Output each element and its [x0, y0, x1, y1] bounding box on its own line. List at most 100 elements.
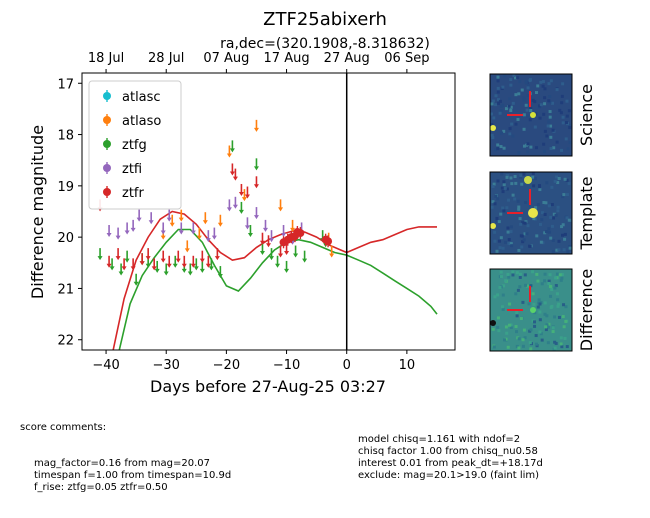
x-tick-label: −20: [213, 358, 240, 373]
source-marker: [528, 208, 538, 218]
legend-entry-atlaso: atlaso: [103, 114, 161, 129]
ztfi-upper-limit: [262, 219, 268, 232]
ztfg-upper-limit: [199, 260, 205, 273]
ztfg-upper-limit: [269, 248, 275, 261]
atlaso-upper-limit: [253, 119, 259, 132]
ztfr-upper-limit: [244, 186, 250, 199]
model-comment-line: interest 0.01 from peak_dt=+18.17d: [358, 458, 543, 469]
legend-label: atlaso: [122, 114, 161, 129]
ztfi-upper-limit: [244, 217, 250, 230]
ztfg-upper-limit: [133, 273, 139, 286]
ztfg-model-curve: [118, 228, 438, 350]
ztfr-upper-limit: [190, 255, 196, 268]
score-comment-line: mag_factor=0.16 from mag=20.07: [34, 458, 211, 469]
model-comment-line: exclude: mag=20.1>19.0 (faint lim): [358, 470, 540, 481]
ztfr-upper-limit: [130, 258, 136, 271]
ztfg-upper-limit: [118, 263, 124, 276]
thumbnail-label: Science: [577, 84, 596, 146]
ztfi-upper-limit: [211, 227, 217, 240]
thumbnail-frame: [489, 171, 573, 255]
chart-subtitle: ra,dec=(320.1908,-8.318632): [220, 36, 430, 52]
y-tick-label: 18: [57, 129, 74, 144]
field-star: [490, 223, 496, 229]
ztfg-upper-limit: [275, 255, 281, 268]
ztfr-model-curve: [112, 210, 437, 350]
ztfi-upper-limit: [226, 199, 232, 212]
ztfi-upper-limit: [281, 225, 287, 238]
ztfr-upper-limit: [145, 248, 151, 261]
ztfg-upper-limit: [124, 250, 130, 263]
model-comment-line: model chisq=1.161 with ndof=2: [358, 434, 521, 445]
x-axis-label: Days before 27-Aug-25 03:27: [150, 377, 386, 396]
y-axis-label: Difference magnitude: [28, 125, 47, 299]
thumbnail-difference: Difference: [489, 268, 596, 352]
legend-box: [88, 80, 182, 210]
x-tick-label: 0: [343, 358, 351, 373]
ztfr-upper-limit: [266, 235, 271, 248]
ztfi-upper-limit: [205, 230, 211, 243]
plot-area: −40 −30 −20 −10 0 10 17 18 19 20 21 22 18 Jul 28 Jul 0…: [57, 51, 456, 373]
ztfr-upper-limit: [115, 248, 121, 261]
ztfr-upper-limit: [229, 163, 235, 176]
ztfr-upper-limit: [199, 250, 205, 263]
ztfg-upper-limit: [229, 140, 235, 153]
thumbnail-frame: [489, 73, 573, 157]
model-comments: model chisq=1.161 with ndof=2 chisq facto…: [358, 410, 543, 506]
y-tick-label: 19: [57, 180, 74, 195]
score-comment-line: f_rise: ztfg=0.05 ztfr=0.50: [34, 482, 168, 493]
atlaso-upper-limit: [226, 145, 232, 158]
ztfr-upper-limit: [151, 258, 157, 271]
ztfr-upper-limit: [238, 183, 244, 196]
source-marker: [530, 112, 536, 118]
ztfr-upper-limit: [106, 255, 112, 268]
ztfr-upper-limit: [259, 232, 265, 245]
ztfr-detection: [296, 227, 305, 240]
thumbnail-label: Difference: [577, 269, 596, 351]
ztfr-upper-limit: [205, 255, 211, 268]
atlaso-upper-limit: [184, 240, 190, 253]
legend-label: ztfg: [122, 138, 147, 153]
ztfi-upper-limit: [115, 227, 121, 240]
top-tick-label: 07 Aug: [203, 51, 249, 66]
top-tick-label: 06 Sep: [384, 51, 429, 66]
thumbnail-template: Template: [489, 171, 596, 255]
ztfr-upper-limit: [121, 258, 127, 271]
ztfg-upper-limit: [302, 250, 308, 263]
ztfr-upper-limit: [139, 253, 145, 266]
legend-entry-ztfi: ztfi: [103, 162, 142, 177]
ztfi-upper-limit: [178, 222, 184, 235]
ztfg-upper-limit: [154, 260, 160, 273]
atlaso-upper-limit: [202, 212, 208, 225]
chart-title: ZTF25abixerh: [263, 9, 387, 30]
top-tick-label: 27 Aug: [324, 51, 370, 66]
ztfr-upper-limit: [175, 250, 181, 263]
legend-entry-ztfr: ztfr: [103, 186, 144, 201]
ztfr-detection: [324, 235, 333, 248]
ztfr-upper-limit: [160, 250, 166, 263]
x-tick-label: −10: [273, 358, 300, 373]
legend: atlasc atlaso ztfg ztfi ztfr: [88, 80, 182, 210]
ztfg-upper-limit: [238, 201, 244, 214]
y-tick-label: 20: [57, 231, 74, 246]
model-comment-line: chisq factor 1.00 from chisq_nu0.58: [358, 446, 538, 457]
light-curve-chart: ZTF25abixerh ra,dec=(320.1908,-8.318632)…: [28, 9, 596, 396]
atlaso-upper-limit: [217, 214, 223, 227]
ztfi-upper-limit: [136, 209, 142, 222]
ztfr-upper-limit: [166, 255, 172, 268]
atlaso-upper-limit: [196, 227, 202, 240]
x-tick-label: 10: [399, 358, 416, 373]
legend-entry-ztfg: ztfg: [103, 138, 147, 153]
ztfg-upper-limit: [163, 263, 169, 276]
ztfg-upper-limit: [217, 266, 223, 279]
score-comments: score comments: mag_factor=0.16 from mag…: [20, 398, 231, 518]
figure: ZTF25abixerh ra,dec=(320.1908,-8.318632)…: [20, 9, 596, 493]
ztfi-upper-limit: [106, 225, 112, 238]
ztfg-upper-limit: [172, 255, 178, 268]
top-tick-label: 18 Jul: [88, 51, 124, 66]
y-tick-label: 17: [57, 77, 74, 92]
ztfi-upper-limit: [253, 207, 259, 220]
legend-label: atlasc: [122, 90, 161, 105]
score-comments-header: score comments:: [20, 422, 107, 433]
ztfg-upper-limit: [247, 225, 253, 238]
ztfg-upper-limit: [97, 248, 103, 261]
